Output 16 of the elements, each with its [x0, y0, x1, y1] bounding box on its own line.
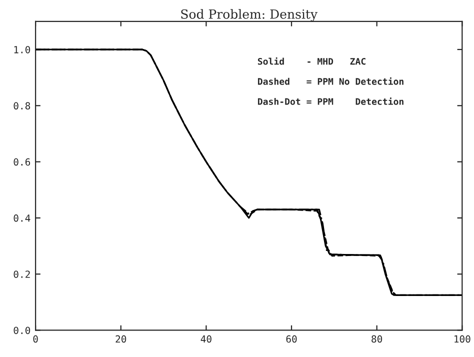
y-tick-label: 1.0 [14, 46, 30, 54]
x-tick-label: 40 [200, 335, 212, 343]
x-tick-label: 0 [33, 335, 38, 343]
annotation: Dash-Dot = PPM Detection [258, 97, 404, 105]
annotation: Solid - MHD ZAC [258, 57, 366, 65]
x-tick-label: 60 [286, 335, 297, 343]
y-tick-label: 0.4 [14, 214, 30, 222]
x-tick-label: 80 [372, 335, 382, 343]
y-tick-label: 0.6 [14, 158, 30, 166]
chart-title: Sod Problem: Density [181, 9, 318, 22]
y-tick-label: 0.8 [14, 102, 30, 110]
y-tick-label: 0.0 [14, 326, 30, 334]
x-tick-label: 100 [454, 335, 470, 343]
annotation: Dashed = PPM No Detection [258, 77, 404, 85]
y-tick-label: 0.2 [14, 270, 30, 278]
x-tick-label: 20 [116, 335, 126, 343]
